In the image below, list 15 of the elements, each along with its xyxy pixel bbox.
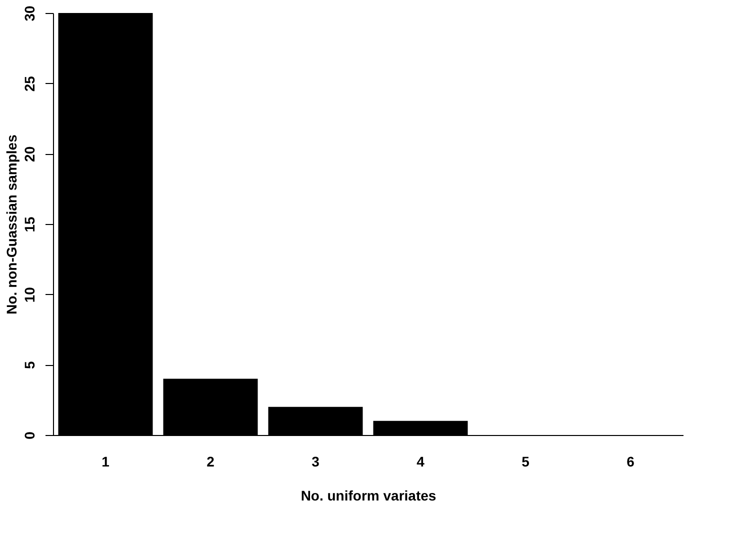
y-tick-label: 15 <box>22 216 38 232</box>
y-tick-label: 30 <box>22 6 38 22</box>
x-axis-title: No. uniform variates <box>300 488 436 504</box>
y-tick-label: 5 <box>22 361 38 370</box>
y-tick-label: 0 <box>22 431 38 440</box>
x-tick-label: 3 <box>312 454 320 470</box>
y-axis-title: No. non-Guassian samples <box>4 134 20 314</box>
x-tick-label: 5 <box>522 454 530 470</box>
x-tick-label: 4 <box>416 454 425 470</box>
y-tick-label: 20 <box>22 146 38 162</box>
x-tick-label: 1 <box>102 454 110 470</box>
y-tick-label: 25 <box>22 76 38 92</box>
y-tick-label: 10 <box>22 286 38 303</box>
x-tick-label: 2 <box>206 454 215 470</box>
x-tick-label: 6 <box>626 454 635 470</box>
